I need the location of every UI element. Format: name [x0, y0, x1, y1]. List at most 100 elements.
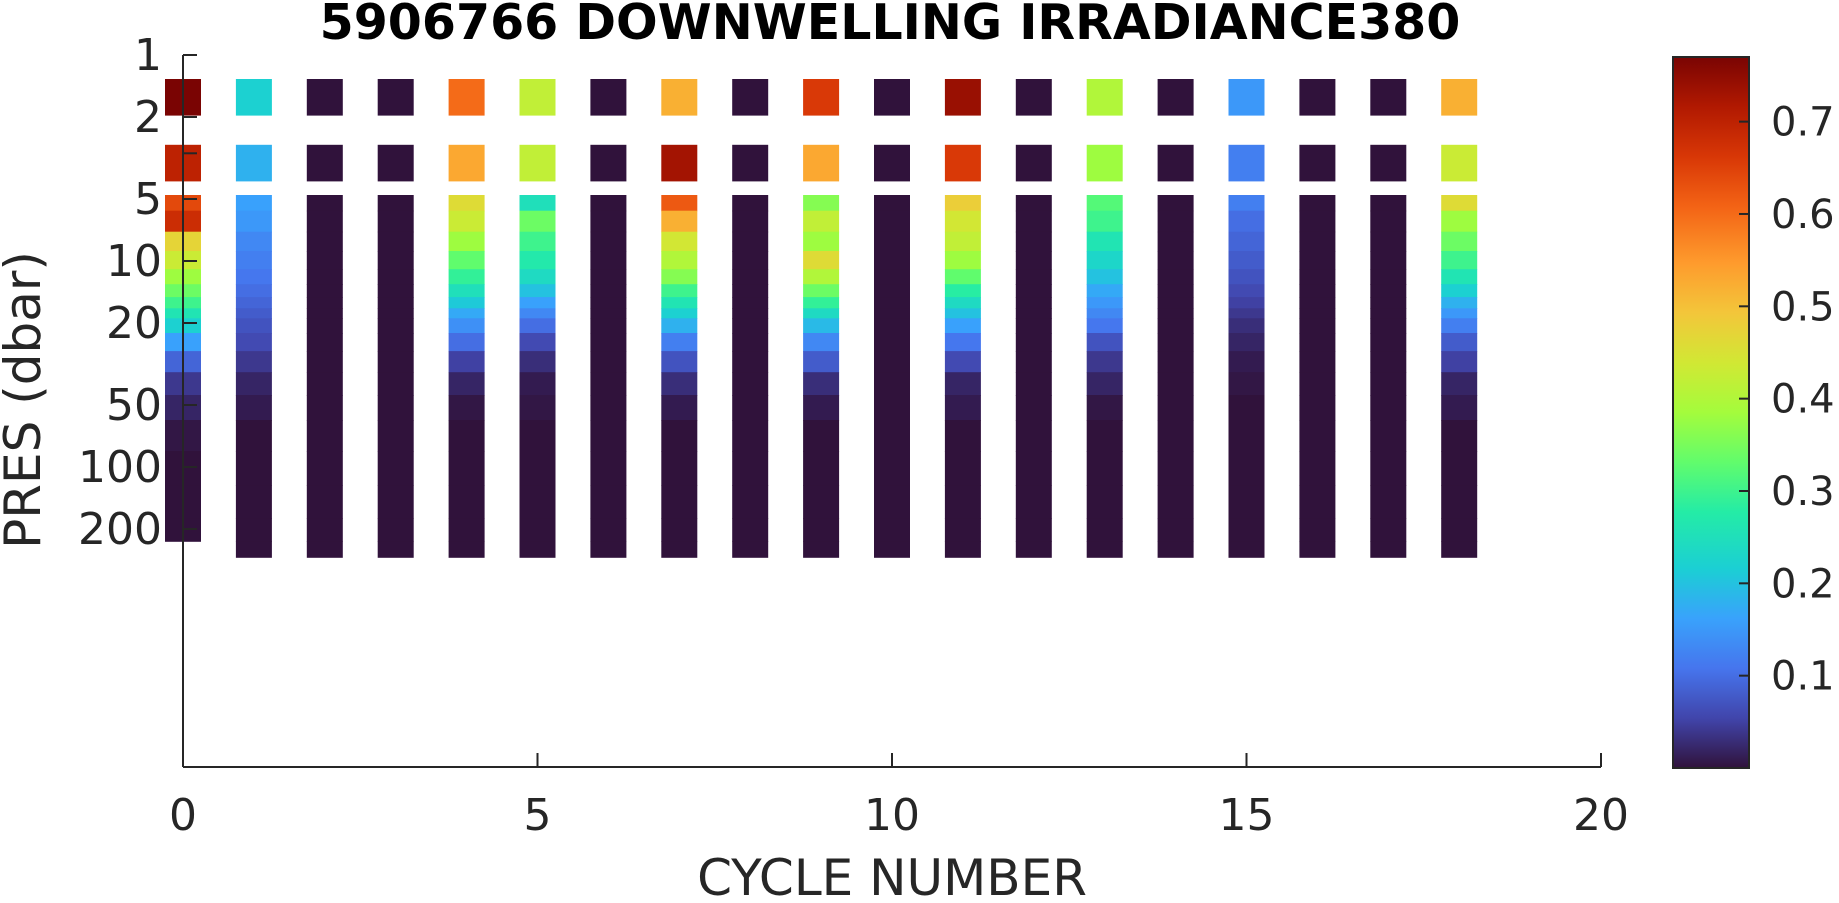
- profile-cell: [235, 297, 272, 309]
- profile-cell: [661, 333, 698, 352]
- profile-cell: [1370, 195, 1407, 212]
- profile-cell: [306, 372, 343, 396]
- profile-cell: [1228, 210, 1265, 233]
- profile-cell: [519, 395, 556, 421]
- profile-cell: [1086, 195, 1123, 212]
- profile-cell: [306, 269, 343, 285]
- profile-cell: [1086, 485, 1123, 519]
- profile-cell: [1015, 518, 1052, 542]
- profile-cell: [803, 210, 840, 233]
- y-tick-label: 1: [134, 30, 162, 81]
- profile-cell: [306, 231, 343, 252]
- profile-cell: [874, 318, 910, 334]
- profile-cell: [732, 420, 769, 452]
- profile-cell: [944, 485, 981, 519]
- profile-cell: [1086, 144, 1123, 182]
- profile-cell: [1015, 333, 1052, 352]
- profile-cell: [732, 144, 769, 182]
- y-tick-label: 50: [106, 380, 162, 431]
- profile-cell: [519, 269, 556, 285]
- profile-cell: [874, 451, 910, 486]
- profile-cell: [306, 318, 343, 334]
- profile-cell: [235, 284, 272, 298]
- profile-cell: [519, 333, 556, 352]
- profile-cell: [944, 451, 981, 486]
- profile-cell: [1441, 251, 1478, 270]
- profile-cell: [732, 541, 769, 558]
- profile-cell: [732, 284, 769, 298]
- profile-cell: [1157, 420, 1194, 452]
- profile-cell: [661, 144, 698, 182]
- profile-cell: [519, 485, 556, 519]
- profile-cell: [1086, 420, 1123, 452]
- profile-cell: [519, 420, 556, 452]
- profile-cell: [732, 251, 769, 270]
- profile-cell: [1228, 231, 1265, 252]
- profile-cell: [1228, 251, 1265, 270]
- profile-cell: [1228, 351, 1265, 373]
- profile-cell: [803, 195, 840, 212]
- profile-cell: [590, 420, 627, 452]
- profile-cell: [732, 297, 769, 309]
- profile-cell: [235, 485, 272, 519]
- profile-cell: [448, 395, 485, 421]
- profile-cell: [306, 297, 343, 309]
- profile-cell: [1441, 79, 1478, 116]
- profile-cell: [1228, 420, 1265, 452]
- profile-cell: [448, 210, 485, 233]
- profile-cell: [1157, 395, 1194, 421]
- colorbar: [1672, 56, 1750, 769]
- profile-cell: [1228, 284, 1265, 298]
- profile-cell: [1228, 451, 1265, 486]
- profile-cell: [448, 541, 485, 558]
- profile-cell: [1157, 518, 1194, 542]
- profile-cell: [803, 372, 840, 396]
- profile-cell: [944, 144, 981, 182]
- profile-cell: [874, 269, 910, 285]
- profile-cell: [306, 485, 343, 519]
- profile-cell: [1015, 420, 1052, 452]
- profile-cell: [1015, 284, 1052, 298]
- profile-cell: [803, 351, 840, 373]
- profile-cell: [1228, 297, 1265, 309]
- profile-cell: [661, 210, 698, 233]
- y-tick-label: 200: [78, 504, 162, 555]
- profile-cell: [1441, 333, 1478, 352]
- profile-cell: [377, 251, 414, 270]
- profile-cell: [1015, 541, 1052, 558]
- colorbar-tick-label: 0.2: [1771, 561, 1835, 607]
- y-tick-label: 100: [78, 442, 162, 493]
- profile-cell: [1299, 231, 1336, 252]
- profile-cell: [732, 333, 769, 352]
- profile-cell: [944, 420, 981, 452]
- profile-cell: [1157, 144, 1194, 182]
- profile-cell: [732, 351, 769, 373]
- profile-cell: [306, 195, 343, 212]
- profile-cell: [1015, 269, 1052, 285]
- profile-cell: [1157, 297, 1194, 309]
- profile-cell: [944, 284, 981, 298]
- profile-cell: [1086, 541, 1123, 558]
- profile-cell: [448, 308, 485, 319]
- profile-cell: [1015, 79, 1052, 116]
- profile-cell: [448, 195, 485, 212]
- profile-cell: [874, 308, 910, 319]
- chart-title: 5906766 DOWNWELLING IRRADIANCE380: [320, 0, 1461, 51]
- profile-cell: [1015, 395, 1052, 421]
- profile-cell: [1086, 318, 1123, 334]
- profile-cell: [235, 210, 272, 233]
- profile-cell: [661, 372, 698, 396]
- profile-cell: [377, 318, 414, 334]
- profile-cell: [732, 395, 769, 421]
- profile-cell: [590, 372, 627, 396]
- profile-cell: [803, 318, 840, 334]
- profile-cell: [1015, 372, 1052, 396]
- profile-cell: [590, 518, 627, 542]
- profile-cell: [803, 269, 840, 285]
- profile-cell: [1299, 318, 1336, 334]
- profile-cell: [1015, 451, 1052, 486]
- profile-cell: [944, 518, 981, 542]
- profile-cell: [1299, 210, 1336, 233]
- profile-cell: [1441, 284, 1478, 298]
- profile-cell: [874, 351, 910, 373]
